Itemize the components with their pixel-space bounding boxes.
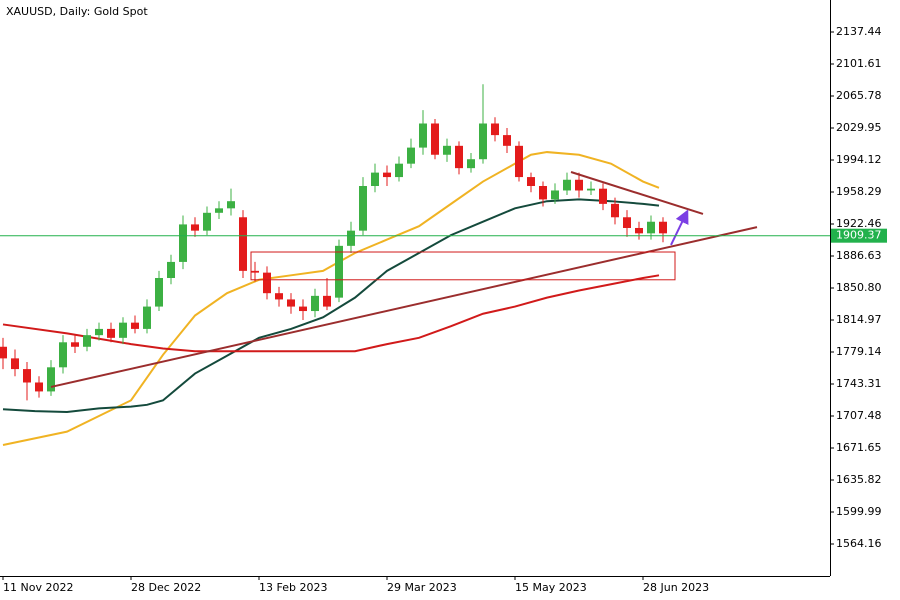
moving-average xyxy=(2,274,660,353)
moving-average xyxy=(2,151,660,446)
candle-body xyxy=(611,203,619,218)
x-tick-label: 13 Feb 2023 xyxy=(259,581,327,594)
y-tick-label: 1850.80 xyxy=(836,281,882,294)
candle-body xyxy=(515,145,523,178)
candle-body xyxy=(407,147,415,164)
price-label: 1909.37 xyxy=(836,229,882,242)
chart-title: XAUUSD, Daily: Gold Spot xyxy=(6,5,148,18)
candle-body xyxy=(359,186,367,231)
candle-body xyxy=(179,224,187,262)
candle-body xyxy=(11,358,19,370)
candle-body xyxy=(107,328,115,338)
candle-body xyxy=(203,212,211,231)
candle-body xyxy=(227,201,235,209)
candle-body xyxy=(527,177,535,187)
candle-body xyxy=(191,224,199,231)
candle-body xyxy=(575,179,583,191)
candle-body xyxy=(383,172,391,178)
candle-body xyxy=(299,306,307,312)
y-tick-label: 1635.82 xyxy=(836,473,882,486)
candle-body xyxy=(323,295,331,307)
zone xyxy=(250,251,676,281)
candle-body xyxy=(251,270,259,273)
candle-body xyxy=(431,123,439,155)
candle-body xyxy=(347,230,355,246)
x-tick-label: 29 Mar 2023 xyxy=(387,581,457,594)
x-tick-label: 28 Jun 2023 xyxy=(643,581,709,594)
candle-body xyxy=(47,367,55,392)
candle-body xyxy=(71,342,79,347)
candle-body xyxy=(155,277,163,307)
candle-body xyxy=(35,382,43,392)
candle-body xyxy=(491,123,499,136)
y-tick-label: 1922.46 xyxy=(836,217,882,230)
candle-body xyxy=(0,346,7,359)
y-tick-label: 2101.61 xyxy=(836,57,882,70)
y-tick-label: 2137.44 xyxy=(836,25,882,38)
candle-body xyxy=(287,299,295,307)
candle-body xyxy=(443,145,451,155)
candle-body xyxy=(647,221,655,234)
y-tick-label: 1599.99 xyxy=(836,505,882,518)
trend-line xyxy=(50,226,758,388)
candle-body xyxy=(659,221,667,234)
x-tick-label: 28 Dec 2022 xyxy=(131,581,201,594)
candle-body xyxy=(119,322,127,338)
candle-body xyxy=(143,306,151,329)
candle-body xyxy=(551,190,559,200)
y-tick-label: 1958.29 xyxy=(836,185,882,198)
x-tick-label: 11 Nov 2022 xyxy=(3,581,73,594)
resistance-line xyxy=(570,171,704,215)
x-tick-label: 15 May 2023 xyxy=(515,581,587,594)
candle-body xyxy=(275,293,283,300)
candle-body xyxy=(503,135,511,146)
y-tick-label: 2029.95 xyxy=(836,121,882,134)
y-tick-label: 1743.31 xyxy=(836,377,882,390)
y-tick-label: 2065.78 xyxy=(836,89,882,102)
candle-body xyxy=(23,369,31,383)
candle-body xyxy=(371,172,379,187)
y-tick-label: 1779.14 xyxy=(836,345,882,358)
candle-body xyxy=(263,272,271,294)
candle-body xyxy=(311,295,319,312)
candle-body xyxy=(479,123,487,160)
candle-body xyxy=(635,227,643,234)
candle-body xyxy=(167,261,175,278)
candle-body xyxy=(95,328,103,336)
candle-body xyxy=(83,335,91,347)
candle-body xyxy=(419,123,427,148)
candle-body xyxy=(587,188,595,191)
candle-body xyxy=(467,159,475,169)
candle-body xyxy=(563,179,571,191)
candle-body xyxy=(215,208,223,213)
y-tick-label: 1707.48 xyxy=(836,409,882,422)
y-tick-label: 1886.63 xyxy=(836,249,882,262)
candle-body xyxy=(623,217,631,228)
candle-body xyxy=(455,145,463,169)
candle-body xyxy=(599,188,607,204)
candle-body xyxy=(539,186,547,200)
arrow xyxy=(670,209,689,246)
y-tick-label: 1671.65 xyxy=(836,441,882,454)
candle-body xyxy=(239,217,247,271)
candle-body xyxy=(131,322,139,329)
candle-body xyxy=(335,245,343,298)
y-tick-label: 1994.12 xyxy=(836,153,882,166)
y-tick-label: 1814.97 xyxy=(836,313,882,326)
candle-body xyxy=(59,342,67,368)
candle-body xyxy=(395,163,403,178)
y-tick-label: 1564.16 xyxy=(836,537,882,550)
price-label-box xyxy=(831,228,887,243)
moving-average xyxy=(2,198,660,413)
